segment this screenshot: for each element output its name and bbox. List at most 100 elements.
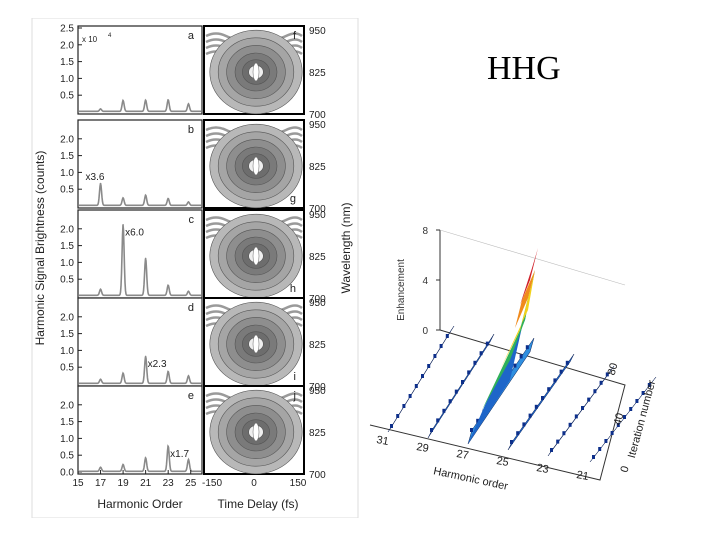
spectrum-peak (167, 370, 169, 373)
ridge-speckle (593, 389, 597, 394)
y-tick-label: 1.0 (60, 74, 74, 85)
x-axis-title: Harmonic Order (97, 497, 182, 511)
spectrum-peak (99, 182, 102, 185)
ridge-speckle (616, 423, 620, 427)
ridge-speckle (473, 360, 477, 365)
ridge-speckle (647, 383, 651, 387)
panel-label: i (294, 371, 296, 383)
spectrum-peak (99, 288, 102, 291)
wavelength-tick-label: 950 (309, 26, 326, 37)
spectrum-panel-frame (77, 385, 203, 475)
ridge-speckle (559, 369, 563, 374)
spectrum-panel-frame (77, 297, 203, 387)
wavelength-tick-label: 950 (309, 120, 326, 131)
ridge-speckle (604, 439, 608, 443)
multiplier-label: x3.6 (86, 172, 105, 183)
ridge-speckle (408, 394, 412, 398)
spectrum-peak (187, 103, 190, 105)
wavelength-tick-label: 825 (309, 162, 326, 173)
ridge-speckle (485, 341, 489, 346)
y-tick-label: 2.5 (60, 24, 74, 35)
y-axis-title: Harmonic Signal Brightness (counts) (33, 151, 47, 346)
iteration-axis-title: Iteration number (626, 379, 658, 460)
ridge-speckle (553, 378, 557, 383)
panel-label: h (290, 283, 296, 295)
y-tick-label: 2.0 (60, 40, 74, 51)
scale-exponent: 4 (108, 33, 112, 39)
iteration-tick-label: 40 (612, 412, 627, 427)
ridge-speckle (439, 344, 443, 348)
spectrum-line (79, 183, 201, 207)
y-tick-label: 1.5 (60, 329, 74, 340)
time-tick-label: 0 (251, 478, 257, 489)
panel-label: g (290, 193, 296, 205)
contour-core (252, 422, 260, 442)
harmonic-figure: 0.5 1.0 1.5 2.0 2.5 a f 950 825 700 0.5 1.0 1.5 2.0 b x… (31, 18, 359, 518)
wavelength-tick-label: 700 (309, 204, 326, 215)
spectrum-peak (122, 372, 124, 375)
z-tick-label: 0 (422, 326, 428, 337)
spectrum-peak (122, 223, 124, 226)
harmonic-tick-label: 27 (455, 448, 469, 462)
panel-label: e (188, 390, 194, 402)
ridge-speckle (427, 364, 431, 368)
figure-border (31, 18, 359, 518)
spectrum-peak (99, 108, 102, 110)
time-tick-label: -150 (202, 478, 222, 489)
x-tick-label: 21 (140, 478, 152, 489)
spectrum-peak (144, 457, 147, 459)
ridge-speckle (467, 370, 471, 375)
panel-label: f (293, 30, 297, 42)
ridge-speckle (479, 351, 483, 356)
spectrum-peak (187, 201, 190, 203)
wavelength-tick-label: 950 (309, 210, 326, 221)
ridge-speckle (599, 380, 603, 385)
x-tick-label: 23 (163, 478, 175, 489)
spectrum-peak (167, 99, 169, 101)
spectrum-peak (122, 99, 124, 102)
panel-label: b (188, 124, 194, 136)
y-tick-label: 2.0 (60, 134, 74, 145)
x-tick-label: 19 (118, 478, 130, 489)
ridge-speckle (528, 413, 532, 418)
multiplier-label: x2.3 (148, 359, 167, 370)
ridge-speckle (445, 334, 449, 338)
spectrum-peak (144, 355, 147, 358)
ridge-speckle (556, 439, 560, 444)
ridge-speckle (402, 404, 406, 408)
ridge-speckle (513, 363, 517, 368)
wavelength-tick-label: 825 (309, 252, 326, 263)
ridge-speckle (562, 431, 566, 436)
y-tick-label: 1.5 (60, 241, 74, 252)
y-tick-label: 0.5 (60, 451, 74, 462)
spectrum-peak (144, 194, 147, 197)
spectrum-peak (99, 378, 102, 381)
time-axis-title: Time Delay (fs) (218, 497, 299, 511)
ridge-speckle (574, 414, 578, 419)
ridge-speckle (433, 354, 437, 358)
spectrum-panel-frame (77, 25, 203, 115)
iteration-tick-label: 80 (606, 362, 621, 377)
ridge-speckle (629, 407, 633, 411)
panel-label: a (188, 30, 195, 42)
ridge-speckle (470, 428, 473, 432)
ridge-speckle (598, 447, 602, 451)
y-tick-label: 0.5 (60, 91, 74, 102)
harmonic-tick-label: 29 (415, 441, 429, 455)
y-tick-label: 0.5 (60, 363, 74, 374)
spectrum-peak (99, 466, 102, 469)
spectrum-peak (122, 463, 124, 466)
contour-core (252, 334, 260, 354)
contour-core (252, 62, 260, 82)
spectrum-peak (144, 99, 147, 102)
iteration-tick-label: 0 (619, 465, 632, 474)
y-tick-label: 0.5 (60, 275, 74, 286)
spectrum-peak (144, 257, 147, 260)
ridge-speckle (610, 431, 614, 435)
ridge-speckle (414, 384, 418, 388)
y-tick-label: 2.0 (60, 312, 74, 323)
y-tick-label: 1.0 (60, 168, 74, 179)
y-tick-label: 1.0 (60, 434, 74, 445)
spectrum-panel-frame (77, 119, 203, 209)
spectrum-line (79, 98, 201, 113)
